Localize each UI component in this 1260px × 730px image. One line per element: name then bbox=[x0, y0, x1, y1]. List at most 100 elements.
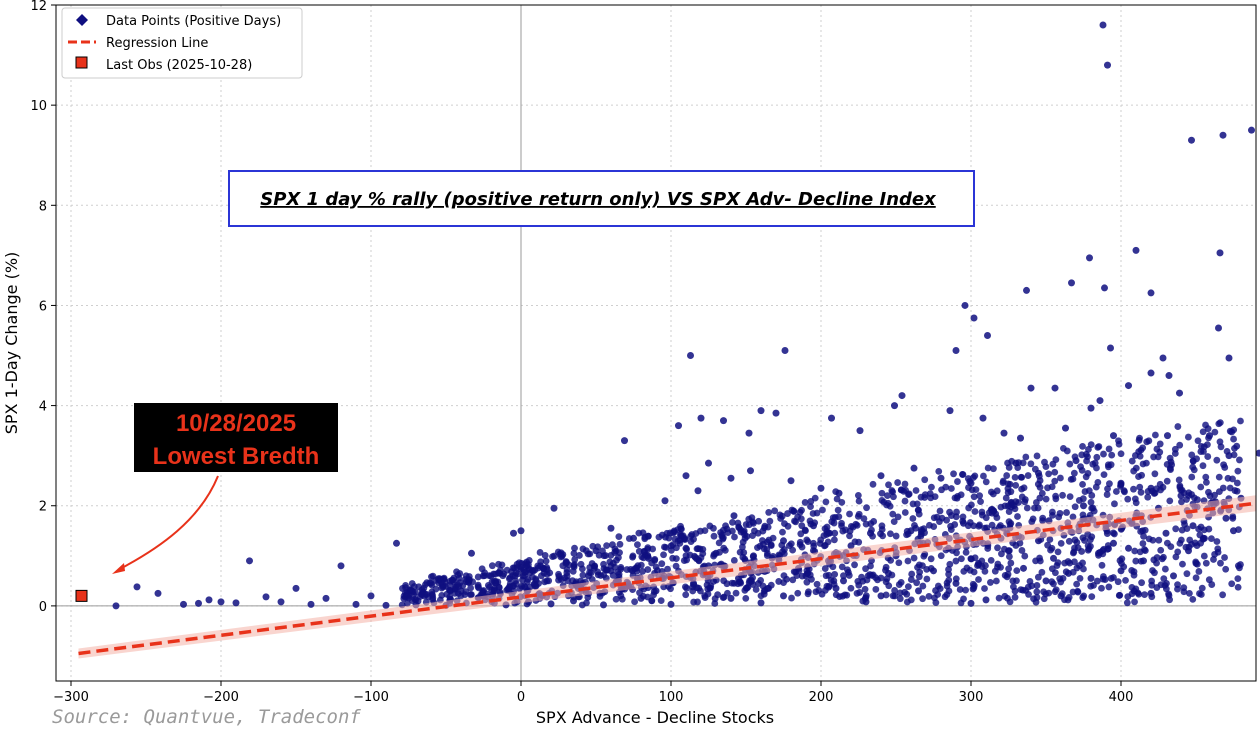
data-point bbox=[1013, 567, 1021, 575]
data-point bbox=[404, 593, 411, 601]
data-point bbox=[1022, 587, 1030, 594]
data-point bbox=[794, 513, 801, 521]
data-point bbox=[1030, 595, 1037, 603]
data-point bbox=[1016, 539, 1024, 547]
data-point bbox=[953, 508, 960, 516]
data-point bbox=[1003, 472, 1011, 479]
data-point bbox=[262, 593, 270, 601]
data-point bbox=[796, 538, 804, 546]
data-point bbox=[838, 498, 846, 506]
data-point bbox=[833, 495, 841, 503]
data-point bbox=[522, 561, 530, 569]
data-point bbox=[600, 601, 607, 609]
data-point bbox=[1048, 578, 1056, 586]
data-point bbox=[1044, 484, 1051, 492]
data-point bbox=[549, 553, 556, 561]
data-point bbox=[919, 582, 927, 590]
data-point bbox=[616, 549, 623, 557]
data-point bbox=[1234, 583, 1242, 591]
y-tick-label: 4 bbox=[39, 400, 47, 415]
data-point bbox=[488, 562, 496, 570]
data-point bbox=[607, 567, 615, 575]
data-point bbox=[677, 522, 684, 530]
data-point bbox=[1087, 574, 1095, 582]
data-point bbox=[781, 347, 789, 355]
data-point bbox=[1099, 21, 1107, 29]
data-point bbox=[1230, 435, 1237, 443]
data-point bbox=[1019, 459, 1027, 467]
data-point bbox=[510, 582, 517, 590]
data-point bbox=[1036, 477, 1044, 484]
data-point bbox=[1170, 572, 1177, 580]
data-point bbox=[987, 556, 995, 564]
data-point bbox=[1199, 462, 1207, 470]
data-point bbox=[1122, 577, 1129, 584]
data-point bbox=[585, 572, 592, 580]
data-point bbox=[903, 590, 911, 598]
data-point bbox=[1070, 469, 1078, 477]
data-point bbox=[923, 565, 931, 573]
data-point bbox=[815, 586, 823, 594]
callout-box bbox=[134, 403, 338, 472]
data-point bbox=[1011, 587, 1019, 595]
data-point bbox=[971, 472, 979, 480]
data-point bbox=[945, 570, 953, 578]
data-point bbox=[277, 598, 285, 606]
data-point bbox=[877, 592, 885, 600]
data-point bbox=[835, 489, 843, 497]
data-point bbox=[1130, 587, 1138, 595]
data-point bbox=[666, 529, 674, 537]
data-point bbox=[807, 498, 815, 505]
data-point bbox=[563, 566, 571, 573]
data-point bbox=[890, 493, 897, 501]
data-point bbox=[681, 583, 689, 591]
data-point bbox=[877, 472, 885, 480]
data-point bbox=[1069, 475, 1077, 483]
data-point bbox=[1233, 479, 1241, 487]
data-point bbox=[557, 549, 565, 557]
data-point bbox=[1079, 594, 1087, 601]
data-point bbox=[757, 599, 765, 607]
data-point bbox=[1038, 568, 1046, 576]
data-point bbox=[878, 489, 886, 497]
data-point bbox=[692, 554, 699, 561]
data-point bbox=[1050, 554, 1057, 562]
data-point bbox=[682, 544, 690, 552]
data-point bbox=[898, 392, 906, 400]
data-point bbox=[932, 599, 940, 607]
data-point bbox=[828, 414, 835, 422]
data-point bbox=[307, 600, 315, 608]
data-point bbox=[1005, 565, 1013, 573]
data-point bbox=[1059, 491, 1066, 499]
data-point bbox=[658, 560, 666, 568]
data-point bbox=[1151, 431, 1159, 439]
data-point bbox=[727, 594, 735, 602]
data-point bbox=[1217, 559, 1224, 567]
source-credit: Source: Quantvue, Tradeconf bbox=[52, 706, 361, 728]
data-point bbox=[456, 570, 464, 577]
data-point bbox=[945, 566, 952, 573]
data-point bbox=[930, 523, 938, 530]
data-point bbox=[728, 579, 736, 587]
data-point bbox=[982, 478, 990, 486]
data-point bbox=[411, 588, 419, 596]
data-point bbox=[867, 529, 874, 537]
data-point bbox=[550, 504, 558, 512]
data-point bbox=[894, 479, 902, 486]
data-point bbox=[1147, 484, 1155, 492]
data-point bbox=[1148, 581, 1156, 589]
x-tick-label: −100 bbox=[353, 690, 389, 705]
data-point bbox=[967, 555, 975, 563]
data-point bbox=[1211, 428, 1219, 436]
data-point bbox=[1176, 389, 1183, 397]
data-point bbox=[703, 581, 711, 589]
x-tick-label: −300 bbox=[53, 690, 89, 705]
data-point bbox=[719, 535, 727, 543]
data-point bbox=[809, 510, 817, 517]
y-tick-label: 0 bbox=[39, 600, 47, 615]
data-point bbox=[1147, 369, 1155, 377]
data-point bbox=[536, 549, 544, 556]
data-point bbox=[981, 585, 988, 592]
regression-line-group bbox=[78, 495, 1257, 659]
data-point bbox=[960, 595, 967, 603]
